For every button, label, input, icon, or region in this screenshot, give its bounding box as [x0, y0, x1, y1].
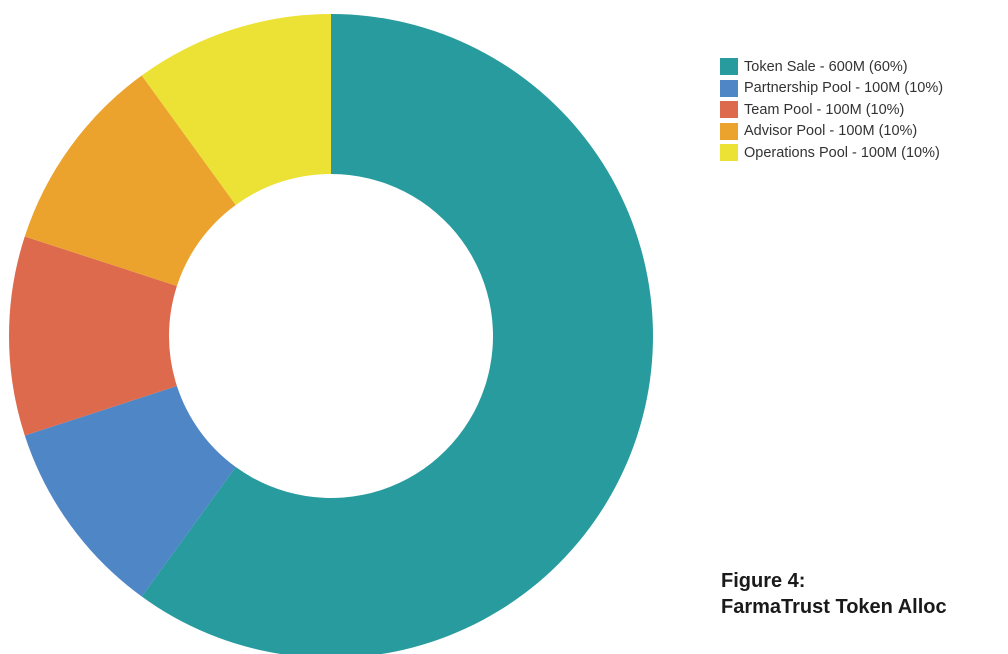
legend-label: Team Pool - 100M (10%) — [744, 101, 905, 118]
legend-label: Partnership Pool - 100M (10%) — [744, 80, 944, 97]
figure-label: Figure 4: — [721, 570, 806, 592]
legend-swatch — [720, 122, 738, 140]
legend-swatch — [720, 79, 738, 97]
slice-advisor-pool — [24, 75, 236, 286]
slice-team-pool — [8, 236, 177, 436]
legend-item-token-sale: Token Sale - 600M (60%) — [720, 56, 943, 78]
figure-caption: Figure 4: FarmaTrust Token Alloc — [721, 568, 947, 620]
legend-swatch — [720, 58, 738, 76]
chart-legend: Token Sale - 600M (60%) Partnership Pool… — [720, 56, 943, 164]
legend-label: Advisor Pool - 100M (10%) — [744, 123, 918, 140]
legend-swatch — [720, 144, 738, 162]
legend-item-advisor-pool: Advisor Pool - 100M (10%) — [720, 121, 943, 143]
legend-item-partnership-pool: Partnership Pool - 100M (10%) — [720, 78, 943, 100]
legend-swatch — [720, 101, 738, 119]
legend-label: Token Sale - 600M (60%) — [744, 58, 908, 75]
slice-token-sale — [141, 14, 653, 654]
slice-operations-pool — [141, 14, 331, 205]
legend-item-operations-pool: Operations Pool - 100M (10%) — [720, 142, 943, 164]
legend-label: Operations Pool - 100M (10%) — [744, 144, 940, 161]
legend-item-team-pool: Team Pool - 100M (10%) — [720, 99, 943, 121]
slice-partnership-pool — [24, 386, 236, 597]
figure-title: FarmaTrust Token Alloc — [721, 596, 947, 618]
